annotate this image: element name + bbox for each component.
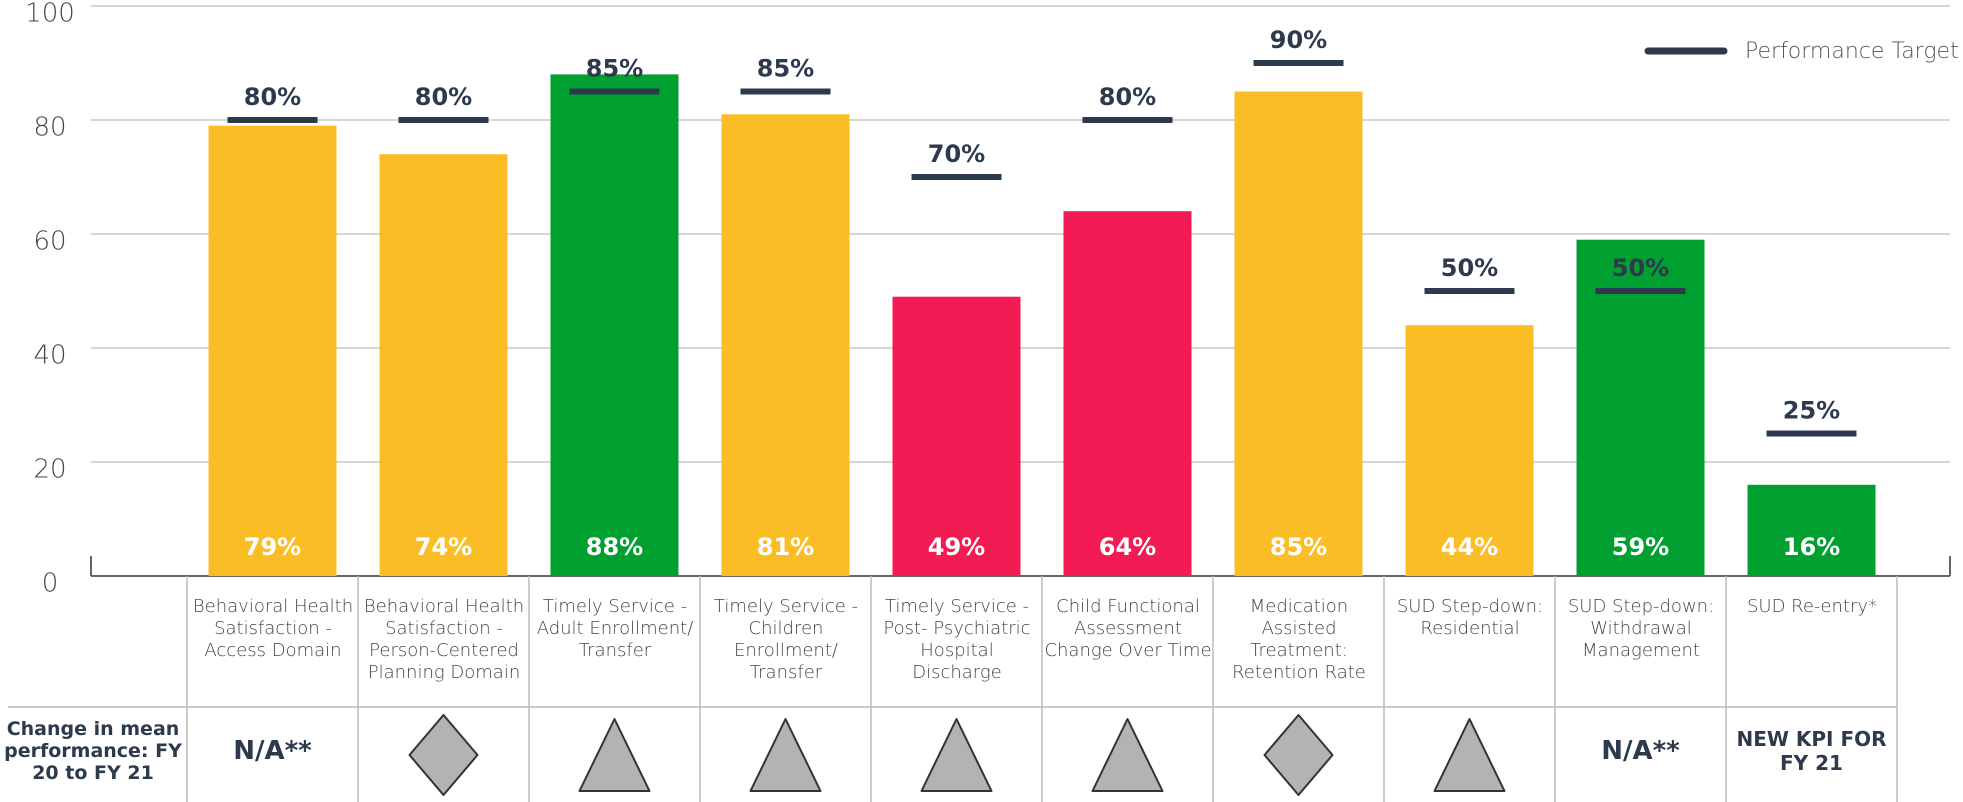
bar (721, 114, 850, 577)
value-label: 88% (586, 533, 643, 561)
bar (1576, 239, 1705, 576)
change-icon-triangle (1091, 718, 1164, 792)
target-label: 70% (928, 140, 985, 168)
target-label: 85% (757, 55, 814, 83)
bar (550, 74, 679, 577)
bar (892, 296, 1021, 576)
y-tick-label: 60 (33, 227, 66, 257)
x-tick-label: Medication Assisted Treatment: Retention… (1232, 596, 1366, 683)
bar (1234, 91, 1363, 576)
target-label: 25% (1783, 397, 1840, 425)
x-tick-label: Timely Service - Post- Psychiatric Hospi… (883, 596, 1031, 683)
y-tick-label: 40 (33, 341, 66, 371)
change-label: N/A** (1601, 736, 1680, 766)
change-row-label: Change in mean performance: FY 20 to FY … (4, 718, 182, 784)
change-icon-triangle (1433, 718, 1506, 792)
change-icon-triangle (578, 718, 651, 792)
target-label: 90% (1270, 26, 1327, 54)
value-label: 81% (757, 533, 814, 561)
y-tick-label: 80 (33, 113, 66, 143)
target-label: 80% (244, 83, 301, 111)
bar (379, 154, 508, 576)
value-label: 44% (1441, 533, 1498, 561)
bar (1063, 211, 1192, 576)
bar (1747, 484, 1876, 576)
x-tick-label: SUD Step-down: Withdrawal Management (1567, 596, 1715, 661)
value-label: 64% (1099, 533, 1156, 561)
x-tick-label: Timely Service - Adult Enrollment/ Trans… (536, 596, 694, 661)
value-label: 16% (1783, 533, 1840, 561)
value-label: 49% (928, 533, 985, 561)
legend-label: Performance Target (1745, 39, 1959, 64)
x-tick-label: SUD Re-entry* (1746, 596, 1878, 617)
x-tick-label: Behavioral Health Satisfaction - Person-… (363, 596, 525, 683)
target-label: 80% (1099, 83, 1156, 111)
x-tick-label: Behavioral Health Satisfaction - Access … (192, 596, 354, 661)
bar (1405, 325, 1534, 576)
bar (208, 125, 337, 576)
y-tick-label: 20 (33, 455, 66, 485)
change-icon-diamond (1263, 714, 1334, 796)
target-label: 50% (1612, 254, 1669, 282)
value-label: 59% (1612, 533, 1669, 561)
value-label: 79% (244, 533, 301, 561)
change-icon-triangle (749, 718, 822, 792)
change-label: NEW KPI FOR FY 21 (1736, 727, 1887, 775)
value-label: 74% (415, 533, 472, 561)
x-tick-label: SUD Step-down: Residential (1396, 596, 1544, 639)
target-label: 50% (1441, 254, 1498, 282)
x-tick-label: Child Functional Assessment Change Over … (1044, 596, 1212, 661)
y-tick-label: 0 (42, 569, 59, 599)
y-tick-label: 100 (25, 0, 75, 29)
change-label: N/A** (233, 736, 312, 766)
change-icon-triangle (920, 718, 993, 792)
value-label: 85% (1270, 533, 1327, 561)
target-label: 80% (415, 83, 472, 111)
change-icon-diamond (408, 714, 479, 796)
x-tick-label: Timely Service - Children Enrollment/ Tr… (713, 596, 859, 683)
target-label: 85% (586, 55, 643, 83)
